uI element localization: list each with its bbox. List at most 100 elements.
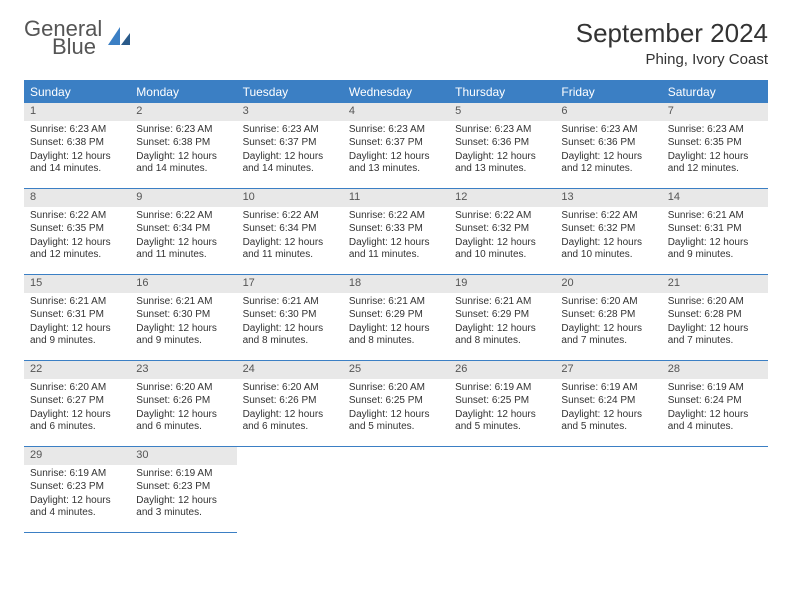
- calendar-cell: 14Sunrise: 6:21 AMSunset: 6:31 PMDayligh…: [662, 189, 768, 275]
- calendar-cell: 19Sunrise: 6:21 AMSunset: 6:29 PMDayligh…: [449, 275, 555, 361]
- day-body: Sunrise: 6:20 AMSunset: 6:28 PMDaylight:…: [662, 293, 768, 355]
- weekday-header: Monday: [130, 81, 236, 103]
- day-body: Sunrise: 6:22 AMSunset: 6:32 PMDaylight:…: [555, 207, 661, 269]
- weekday-header: Sunday: [24, 81, 130, 103]
- sunrise-line: Sunrise: 6:22 AM: [561, 210, 655, 223]
- calendar-cell: 8Sunrise: 6:22 AMSunset: 6:35 PMDaylight…: [24, 189, 130, 275]
- sunset-line: Sunset: 6:23 PM: [30, 481, 124, 494]
- day-number: 13: [555, 189, 661, 207]
- weekday-header: Friday: [555, 81, 661, 103]
- daylight-line: Daylight: 12 hours and 11 minutes.: [136, 237, 230, 262]
- title-block: September 2024 Phing, Ivory Coast: [576, 18, 768, 68]
- sunrise-line: Sunrise: 6:20 AM: [561, 296, 655, 309]
- calendar-cell: 25Sunrise: 6:20 AMSunset: 6:25 PMDayligh…: [343, 361, 449, 447]
- sunset-line: Sunset: 6:30 PM: [136, 309, 230, 322]
- day-body: Sunrise: 6:22 AMSunset: 6:32 PMDaylight:…: [449, 207, 555, 269]
- sunrise-line: Sunrise: 6:19 AM: [30, 468, 124, 481]
- sunset-line: Sunset: 6:27 PM: [30, 395, 124, 408]
- sunrise-line: Sunrise: 6:23 AM: [561, 124, 655, 137]
- daylight-line: Daylight: 12 hours and 12 minutes.: [30, 237, 124, 262]
- daylight-line: Daylight: 12 hours and 10 minutes.: [561, 237, 655, 262]
- location: Phing, Ivory Coast: [576, 51, 768, 68]
- day-number: 5: [449, 103, 555, 121]
- day-body: Sunrise: 6:23 AMSunset: 6:37 PMDaylight:…: [237, 121, 343, 183]
- day-body: Sunrise: 6:20 AMSunset: 6:26 PMDaylight:…: [237, 379, 343, 441]
- day-body: Sunrise: 6:19 AMSunset: 6:23 PMDaylight:…: [24, 465, 130, 527]
- day-body: Sunrise: 6:22 AMSunset: 6:34 PMDaylight:…: [130, 207, 236, 269]
- daylight-line: Daylight: 12 hours and 5 minutes.: [349, 409, 443, 434]
- calendar-cell: 9Sunrise: 6:22 AMSunset: 6:34 PMDaylight…: [130, 189, 236, 275]
- calendar-cell: 11Sunrise: 6:22 AMSunset: 6:33 PMDayligh…: [343, 189, 449, 275]
- sunrise-line: Sunrise: 6:20 AM: [668, 296, 762, 309]
- daylight-line: Daylight: 12 hours and 14 minutes.: [136, 151, 230, 176]
- day-body: Sunrise: 6:21 AMSunset: 6:29 PMDaylight:…: [449, 293, 555, 355]
- sunrise-line: Sunrise: 6:19 AM: [136, 468, 230, 481]
- daylight-line: Daylight: 12 hours and 14 minutes.: [243, 151, 337, 176]
- daylight-line: Daylight: 12 hours and 9 minutes.: [668, 237, 762, 262]
- day-body: Sunrise: 6:20 AMSunset: 6:26 PMDaylight:…: [130, 379, 236, 441]
- day-body: Sunrise: 6:20 AMSunset: 6:28 PMDaylight:…: [555, 293, 661, 355]
- sunset-line: Sunset: 6:29 PM: [349, 309, 443, 322]
- sunrise-line: Sunrise: 6:23 AM: [349, 124, 443, 137]
- calendar-cell: 18Sunrise: 6:21 AMSunset: 6:29 PMDayligh…: [343, 275, 449, 361]
- sunrise-line: Sunrise: 6:21 AM: [668, 210, 762, 223]
- daylight-line: Daylight: 12 hours and 9 minutes.: [136, 323, 230, 348]
- month-title: September 2024: [576, 18, 768, 49]
- calendar-cell: 10Sunrise: 6:22 AMSunset: 6:34 PMDayligh…: [237, 189, 343, 275]
- sunrise-line: Sunrise: 6:20 AM: [349, 382, 443, 395]
- calendar-cell: 2Sunrise: 6:23 AMSunset: 6:38 PMDaylight…: [130, 103, 236, 189]
- daylight-line: Daylight: 12 hours and 13 minutes.: [349, 151, 443, 176]
- day-number: 29: [24, 447, 130, 465]
- sunrise-line: Sunrise: 6:23 AM: [30, 124, 124, 137]
- calendar-cell: 27Sunrise: 6:19 AMSunset: 6:24 PMDayligh…: [555, 361, 661, 447]
- day-body: Sunrise: 6:23 AMSunset: 6:38 PMDaylight:…: [130, 121, 236, 183]
- daylight-line: Daylight: 12 hours and 7 minutes.: [561, 323, 655, 348]
- daylight-line: Daylight: 12 hours and 8 minutes.: [349, 323, 443, 348]
- sunset-line: Sunset: 6:25 PM: [455, 395, 549, 408]
- daylight-line: Daylight: 12 hours and 11 minutes.: [243, 237, 337, 262]
- day-number: 7: [662, 103, 768, 121]
- daylight-line: Daylight: 12 hours and 3 minutes.: [136, 495, 230, 520]
- sunset-line: Sunset: 6:33 PM: [349, 223, 443, 236]
- sunrise-line: Sunrise: 6:23 AM: [243, 124, 337, 137]
- calendar-cell-empty: [555, 447, 661, 533]
- sunset-line: Sunset: 6:34 PM: [243, 223, 337, 236]
- calendar-cell: 23Sunrise: 6:20 AMSunset: 6:26 PMDayligh…: [130, 361, 236, 447]
- day-body: Sunrise: 6:23 AMSunset: 6:35 PMDaylight:…: [662, 121, 768, 183]
- sunset-line: Sunset: 6:31 PM: [668, 223, 762, 236]
- daylight-line: Daylight: 12 hours and 6 minutes.: [243, 409, 337, 434]
- calendar-cell-empty: [237, 447, 343, 533]
- sunset-line: Sunset: 6:36 PM: [561, 137, 655, 150]
- day-number: 10: [237, 189, 343, 207]
- sunset-line: Sunset: 6:31 PM: [30, 309, 124, 322]
- sunrise-line: Sunrise: 6:22 AM: [136, 210, 230, 223]
- sunrise-line: Sunrise: 6:21 AM: [243, 296, 337, 309]
- sunset-line: Sunset: 6:26 PM: [136, 395, 230, 408]
- sunrise-line: Sunrise: 6:19 AM: [561, 382, 655, 395]
- calendar-cell: 30Sunrise: 6:19 AMSunset: 6:23 PMDayligh…: [130, 447, 236, 533]
- calendar-cell: 22Sunrise: 6:20 AMSunset: 6:27 PMDayligh…: [24, 361, 130, 447]
- day-body: Sunrise: 6:21 AMSunset: 6:30 PMDaylight:…: [237, 293, 343, 355]
- calendar-cell: 24Sunrise: 6:20 AMSunset: 6:26 PMDayligh…: [237, 361, 343, 447]
- calendar-cell: 15Sunrise: 6:21 AMSunset: 6:31 PMDayligh…: [24, 275, 130, 361]
- day-number: 20: [555, 275, 661, 293]
- sunset-line: Sunset: 6:32 PM: [561, 223, 655, 236]
- daylight-line: Daylight: 12 hours and 4 minutes.: [668, 409, 762, 434]
- calendar-cell-empty: [662, 447, 768, 533]
- day-body: Sunrise: 6:19 AMSunset: 6:25 PMDaylight:…: [449, 379, 555, 441]
- day-number: 11: [343, 189, 449, 207]
- daylight-line: Daylight: 12 hours and 8 minutes.: [243, 323, 337, 348]
- sunset-line: Sunset: 6:35 PM: [30, 223, 124, 236]
- weekday-header: Tuesday: [237, 81, 343, 103]
- sunrise-line: Sunrise: 6:23 AM: [136, 124, 230, 137]
- sunrise-line: Sunrise: 6:20 AM: [136, 382, 230, 395]
- sunrise-line: Sunrise: 6:22 AM: [30, 210, 124, 223]
- day-number: 17: [237, 275, 343, 293]
- day-body: Sunrise: 6:19 AMSunset: 6:24 PMDaylight:…: [662, 379, 768, 441]
- calendar-cell: 26Sunrise: 6:19 AMSunset: 6:25 PMDayligh…: [449, 361, 555, 447]
- daylight-line: Daylight: 12 hours and 12 minutes.: [668, 151, 762, 176]
- sunset-line: Sunset: 6:36 PM: [455, 137, 549, 150]
- header: General Blue September 2024 Phing, Ivory…: [24, 18, 768, 68]
- day-body: Sunrise: 6:21 AMSunset: 6:31 PMDaylight:…: [662, 207, 768, 269]
- sunset-line: Sunset: 6:35 PM: [668, 137, 762, 150]
